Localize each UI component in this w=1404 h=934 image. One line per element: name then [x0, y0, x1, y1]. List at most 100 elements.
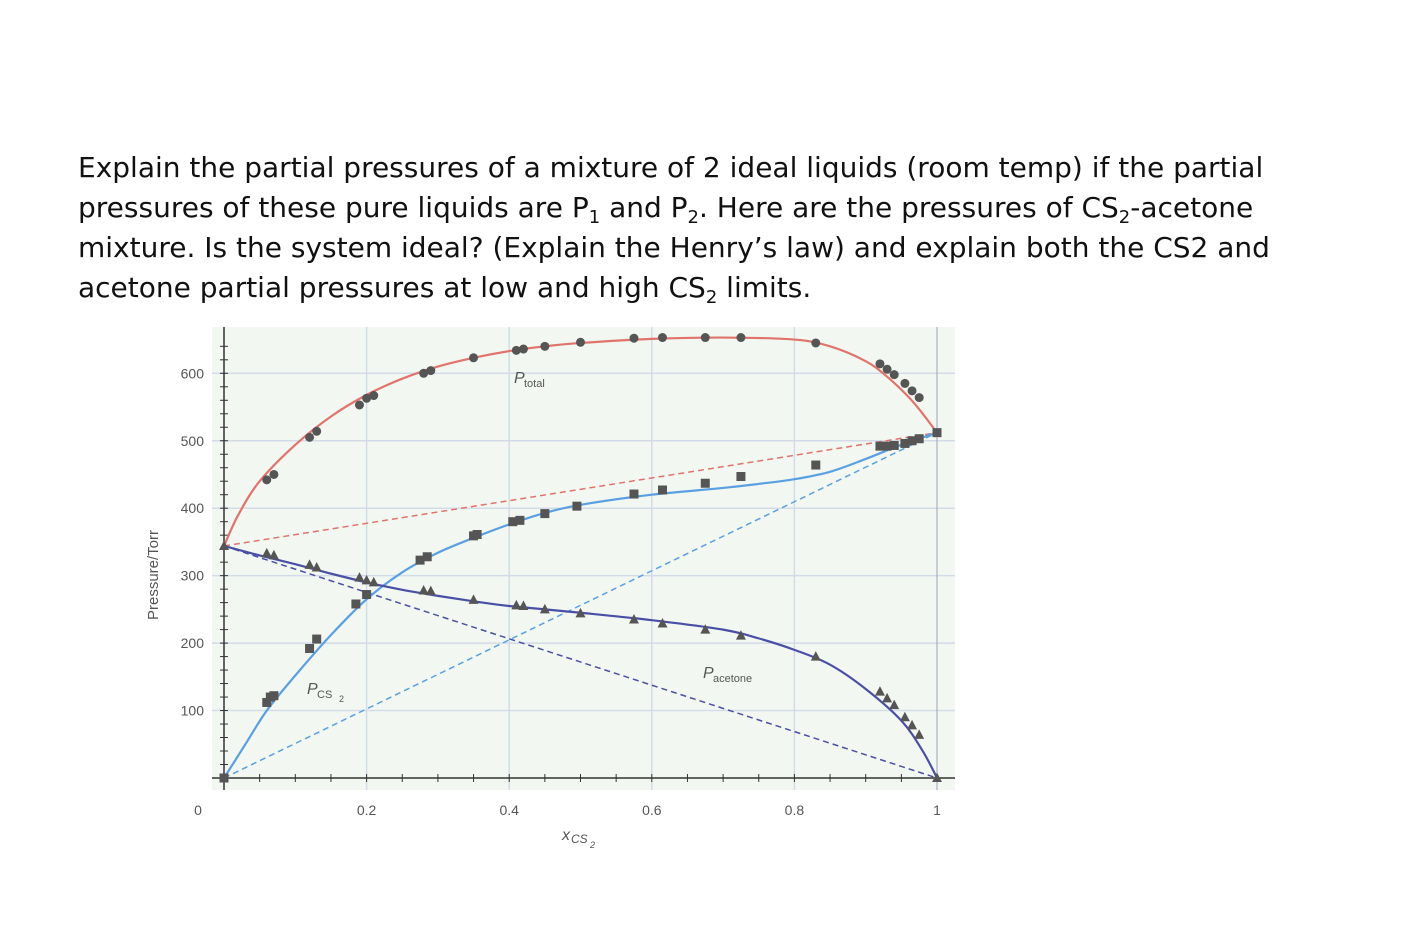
data-point-cs2: [415, 555, 425, 565]
data-point-cs2: [700, 478, 710, 488]
data-point-acetone: [914, 729, 925, 739]
data-point-total: [657, 333, 667, 343]
label-p-cs2: P: [307, 681, 318, 698]
question-text-run: and P: [600, 191, 688, 224]
data-point-acetone: [304, 559, 315, 569]
data-point-cs2: [629, 489, 639, 499]
data-point-acetone: [468, 594, 479, 604]
data-point-cs2: [508, 517, 518, 527]
label-p-cs2-subsub: 2: [339, 694, 344, 704]
data-point-cs2: [351, 599, 361, 609]
data-point-total: [369, 391, 379, 401]
subscript: 2: [1118, 207, 1131, 228]
data-point-acetone: [657, 618, 668, 628]
y-tick-label: 300: [181, 568, 205, 584]
x-tick-label: 0.2: [357, 802, 377, 818]
plot-background: [212, 327, 955, 790]
question-text-run: limits.: [717, 271, 812, 304]
data-point-acetone: [425, 585, 436, 596]
data-point-acetone: [889, 699, 900, 710]
data-point-acetone: [874, 686, 885, 696]
data-point-cs2: [882, 441, 892, 451]
y-tick-label: 600: [181, 365, 205, 381]
question-text-run: -acetone: [1130, 191, 1254, 224]
x-tick-label: 0.4: [499, 802, 519, 818]
y-tick-label: 400: [181, 500, 205, 516]
data-point-total: [262, 475, 272, 485]
y-tick-label: 500: [181, 433, 205, 449]
x-axis-label: x: [561, 827, 571, 844]
x-axis-label-sub: CS: [571, 832, 588, 846]
data-point-acetone: [899, 711, 910, 722]
data-point-acetone: [511, 599, 522, 610]
ideal-line: [223, 431, 938, 779]
x-tick-label: 0.6: [642, 802, 662, 818]
data-point-cs2: [572, 501, 582, 511]
data-point-cs2: [262, 697, 272, 707]
question-text-run: pressures of these pure liquids are P: [78, 191, 589, 224]
question-text-run: . Here are the pressures of CS: [699, 191, 1119, 224]
ideal-line: [223, 431, 938, 547]
question-line-3: mixture. Is the system ideal? (Explain t…: [78, 228, 1388, 268]
data-point-total: [875, 359, 885, 369]
label-p-total-sub: total: [524, 378, 545, 390]
label-p-acetone-sub: acetone: [713, 673, 752, 685]
data-point-acetone: [907, 719, 918, 730]
data-point-total: [700, 333, 710, 343]
data-point-cs2: [907, 436, 917, 446]
question-line-1: Explain the partial pressures of a mixtu…: [78, 148, 1388, 188]
x-axis-label-subsub: 2: [589, 840, 595, 850]
data-point-total: [882, 364, 892, 374]
data-point-total: [426, 366, 436, 376]
question-line-4: acetone partial pressures at low and hig…: [78, 268, 1388, 308]
data-point-cs2: [900, 438, 910, 448]
data-point-cs2: [811, 460, 821, 470]
data-point-cs2: [515, 515, 525, 525]
data-point-total: [354, 400, 364, 410]
x-tick-label: 0.8: [785, 802, 805, 818]
data-point-cs2: [889, 440, 899, 450]
data-point-total: [362, 393, 372, 403]
data-point-acetone: [268, 549, 279, 560]
data-point-total: [889, 370, 899, 380]
data-point-total: [269, 469, 279, 479]
data-point-cs2: [932, 428, 942, 438]
data-point-cs2: [540, 509, 550, 519]
data-point-total: [900, 378, 910, 388]
subscript: 2: [705, 287, 718, 308]
data-point-acetone: [932, 772, 942, 782]
data-point-acetone: [418, 584, 429, 595]
question-text-run: mixture. Is the system ideal? (Explain t…: [78, 231, 1270, 264]
data-point-cs2: [422, 552, 432, 562]
data-point-total: [518, 344, 528, 354]
data-point-acetone: [575, 607, 586, 618]
data-point-total: [576, 337, 585, 347]
series-curve: [223, 431, 938, 779]
data-point-acetone: [261, 547, 272, 558]
data-point-acetone: [539, 603, 550, 614]
data-point-acetone: [311, 562, 322, 572]
question-line-2: pressures of these pure liquids are P1 a…: [78, 188, 1388, 228]
subscript: 1: [588, 207, 601, 228]
data-point-cs2: [269, 691, 279, 701]
data-point-acetone: [700, 624, 711, 634]
data-point-acetone: [518, 600, 529, 611]
data-point-total: [511, 345, 521, 355]
data-point-cs2: [657, 485, 667, 495]
data-point-acetone: [628, 613, 639, 624]
y-tick-label: 100: [181, 703, 205, 719]
data-point-total: [540, 341, 550, 351]
y-tick-label: 200: [181, 635, 205, 651]
question-text-run: acetone partial pressures at low and hig…: [78, 271, 706, 304]
data-point-cs2: [305, 643, 315, 653]
data-point-total: [811, 338, 821, 348]
y-axis-label: Pressure/Torr: [145, 530, 162, 620]
data-point-acetone: [368, 576, 379, 587]
data-point-cs2: [362, 590, 372, 600]
data-point-cs2: [736, 471, 746, 481]
data-point-cs2: [472, 530, 482, 540]
ideal-line: [223, 545, 938, 779]
question-text: Explain the partial pressures of a mixtu…: [78, 148, 1388, 308]
label-p-acetone: P: [703, 665, 714, 682]
